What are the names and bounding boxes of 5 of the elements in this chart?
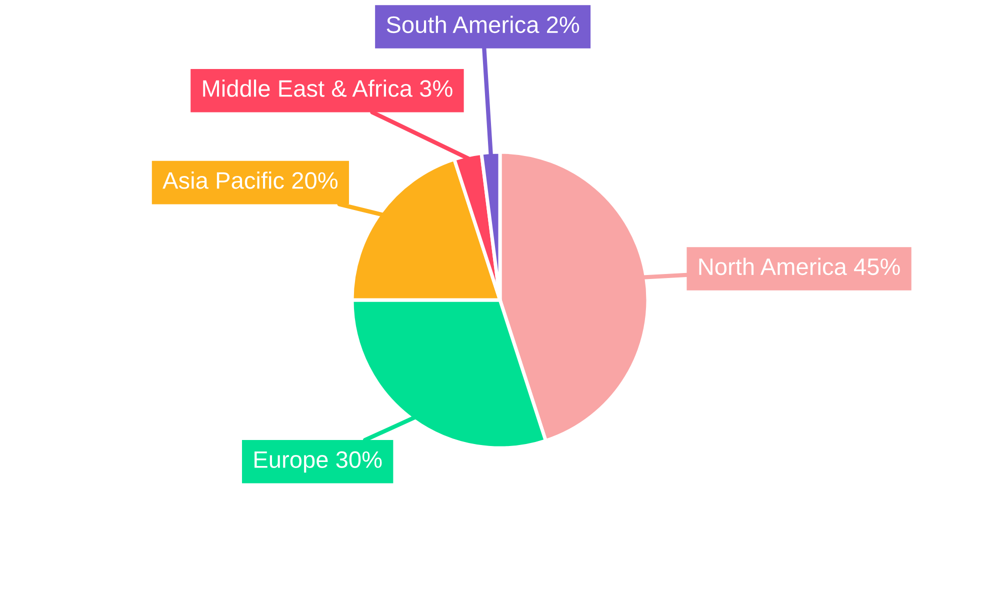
slice-label: Middle East & Africa 3%	[203, 80, 452, 97]
slice-label: Europe 30%	[254, 451, 382, 473]
slice-label: South America 2%	[386, 16, 580, 34]
slice-label: Asia Pacific 20%	[162, 172, 338, 189]
slice-label: North America 45%	[699, 258, 900, 276]
